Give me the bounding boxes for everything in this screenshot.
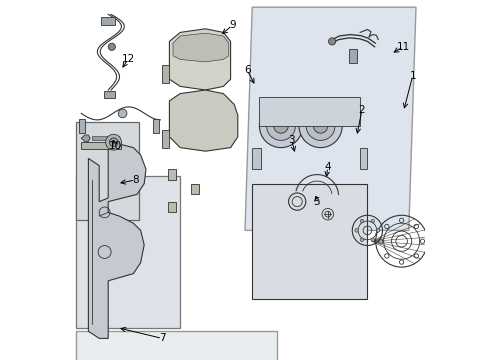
Bar	[191, 184, 199, 194]
Bar	[76, 176, 180, 328]
Text: 6: 6	[244, 65, 250, 75]
Bar	[168, 202, 175, 212]
Text: 8: 8	[132, 175, 139, 185]
Circle shape	[355, 229, 358, 232]
Text: 7: 7	[159, 333, 166, 343]
Bar	[92, 136, 119, 140]
Circle shape	[371, 219, 374, 223]
Bar	[76, 331, 277, 360]
Bar	[104, 91, 116, 98]
Bar	[162, 65, 169, 83]
Text: 11: 11	[397, 42, 410, 52]
Circle shape	[328, 38, 336, 45]
Text: 3: 3	[289, 135, 295, 145]
Text: 10: 10	[109, 141, 122, 151]
Circle shape	[360, 238, 364, 242]
Circle shape	[360, 219, 364, 223]
Bar	[153, 119, 159, 133]
Bar	[76, 122, 139, 220]
Bar	[101, 17, 116, 25]
Polygon shape	[173, 33, 229, 62]
Circle shape	[299, 104, 342, 148]
Circle shape	[108, 43, 116, 50]
Circle shape	[376, 229, 380, 232]
Circle shape	[306, 112, 335, 140]
Text: 1: 1	[410, 71, 416, 81]
Bar	[79, 119, 85, 133]
Circle shape	[314, 119, 328, 133]
Circle shape	[118, 109, 127, 118]
Text: 2: 2	[359, 105, 366, 115]
Circle shape	[274, 119, 288, 133]
Polygon shape	[170, 29, 231, 90]
Bar	[81, 142, 121, 149]
Text: 9: 9	[229, 20, 236, 30]
Polygon shape	[81, 135, 90, 141]
Bar	[259, 97, 360, 126]
Text: 5: 5	[314, 197, 320, 207]
Bar	[162, 130, 169, 148]
Polygon shape	[88, 142, 146, 338]
Circle shape	[106, 134, 122, 150]
Bar	[360, 148, 368, 169]
Circle shape	[371, 238, 374, 242]
Circle shape	[259, 104, 303, 148]
Text: 4: 4	[324, 162, 331, 172]
Polygon shape	[245, 7, 416, 230]
Text: 12: 12	[122, 54, 135, 64]
Bar	[168, 169, 175, 180]
Bar	[252, 184, 368, 299]
Bar	[252, 148, 261, 169]
Circle shape	[267, 112, 295, 140]
Polygon shape	[170, 90, 238, 151]
Bar	[349, 49, 357, 63]
Circle shape	[109, 138, 118, 147]
